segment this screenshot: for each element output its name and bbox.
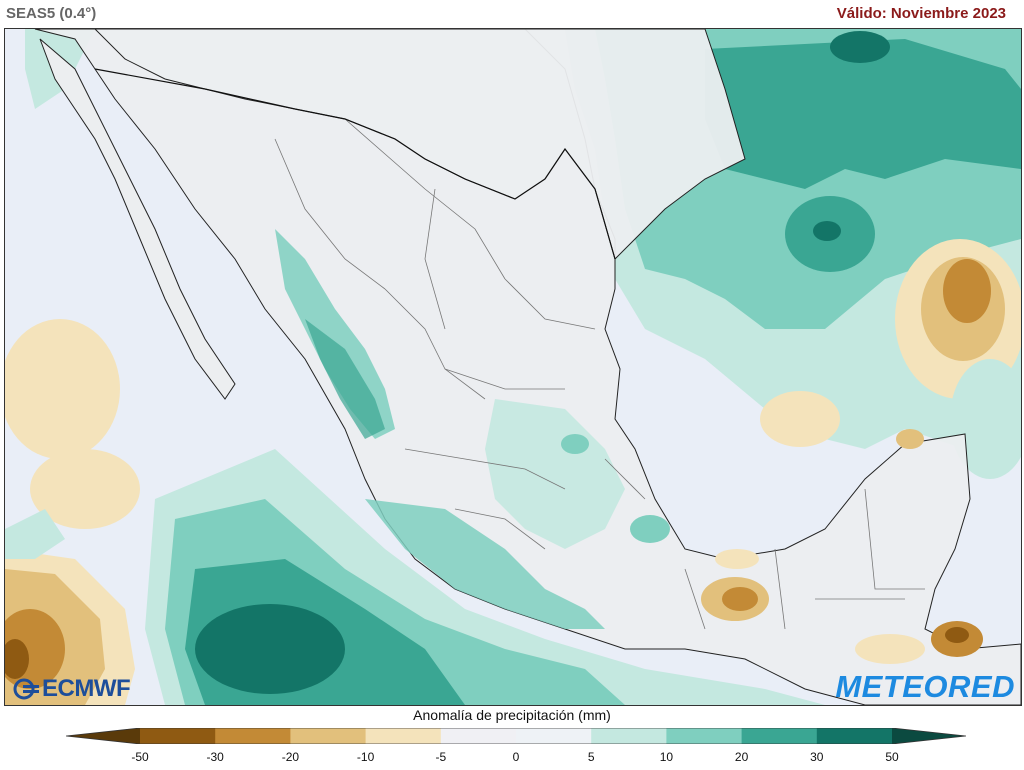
colorbar-segment [516, 728, 592, 744]
legend-title: Anomalía de precipitación (mm) [413, 707, 611, 723]
colorbar-tick-label: 10 [659, 750, 674, 764]
us-mexico-border [94, 68, 616, 260]
valid-date-label: Válido: Noviembre 2023 [836, 5, 1006, 22]
anomaly-gulf-strong [705, 39, 1021, 189]
colorbar-segment [140, 728, 216, 744]
colorbar-tick-label: 50 [885, 750, 899, 764]
ecmwf-logo: ECMWF [13, 675, 131, 703]
colorbar-tick-label: -5 [435, 750, 447, 764]
colorbar-segment [666, 728, 743, 744]
colorbar-tick-label: 30 [810, 750, 824, 764]
colorbar-segment [215, 728, 291, 744]
colorbar-tick-label: -30 [206, 750, 224, 764]
colorbar-extend-low [66, 728, 140, 744]
colorbar-ticks: -50 -30 -20 -10 -5 0 5 10 20 30 50 [0, 750, 1024, 766]
anomaly-central-wet [485, 399, 625, 549]
colorbar-tick-label: 5 [587, 750, 595, 764]
meteored-logo: METEORED [835, 669, 1015, 704]
colorbar-segment [290, 728, 367, 744]
colorbar [66, 728, 966, 744]
colorbar-segment [440, 728, 517, 744]
colorbar-segment [741, 728, 818, 744]
colorbar-tick-label: 0 [512, 750, 520, 764]
model-label: SEAS5 (0.4°) [6, 5, 97, 22]
anomaly-pacific-dry [5, 319, 120, 459]
colorbar-extend-high [892, 728, 966, 744]
colorbar-segment [365, 728, 442, 744]
colorbar-tick-label: -50 [131, 750, 149, 764]
land-baja [39, 38, 236, 400]
colorbar-tick-label: -20 [281, 750, 300, 764]
colorbar-tick-label: -10 [356, 750, 375, 764]
map-header: SEAS5 (0.4°) Válido: Noviembre 2023 [0, 0, 1024, 28]
precipitation-anomaly-map: ECMWF METEORED [4, 28, 1022, 706]
map-canvas [5, 29, 1021, 705]
colorbar-tick-label: 20 [734, 750, 749, 764]
ecmwf-mark-icon [13, 678, 39, 700]
colorbar-segment [816, 728, 893, 744]
anomaly-pacific-center [195, 604, 345, 694]
state-borders [274, 118, 925, 630]
colorbar-segment [591, 728, 667, 744]
